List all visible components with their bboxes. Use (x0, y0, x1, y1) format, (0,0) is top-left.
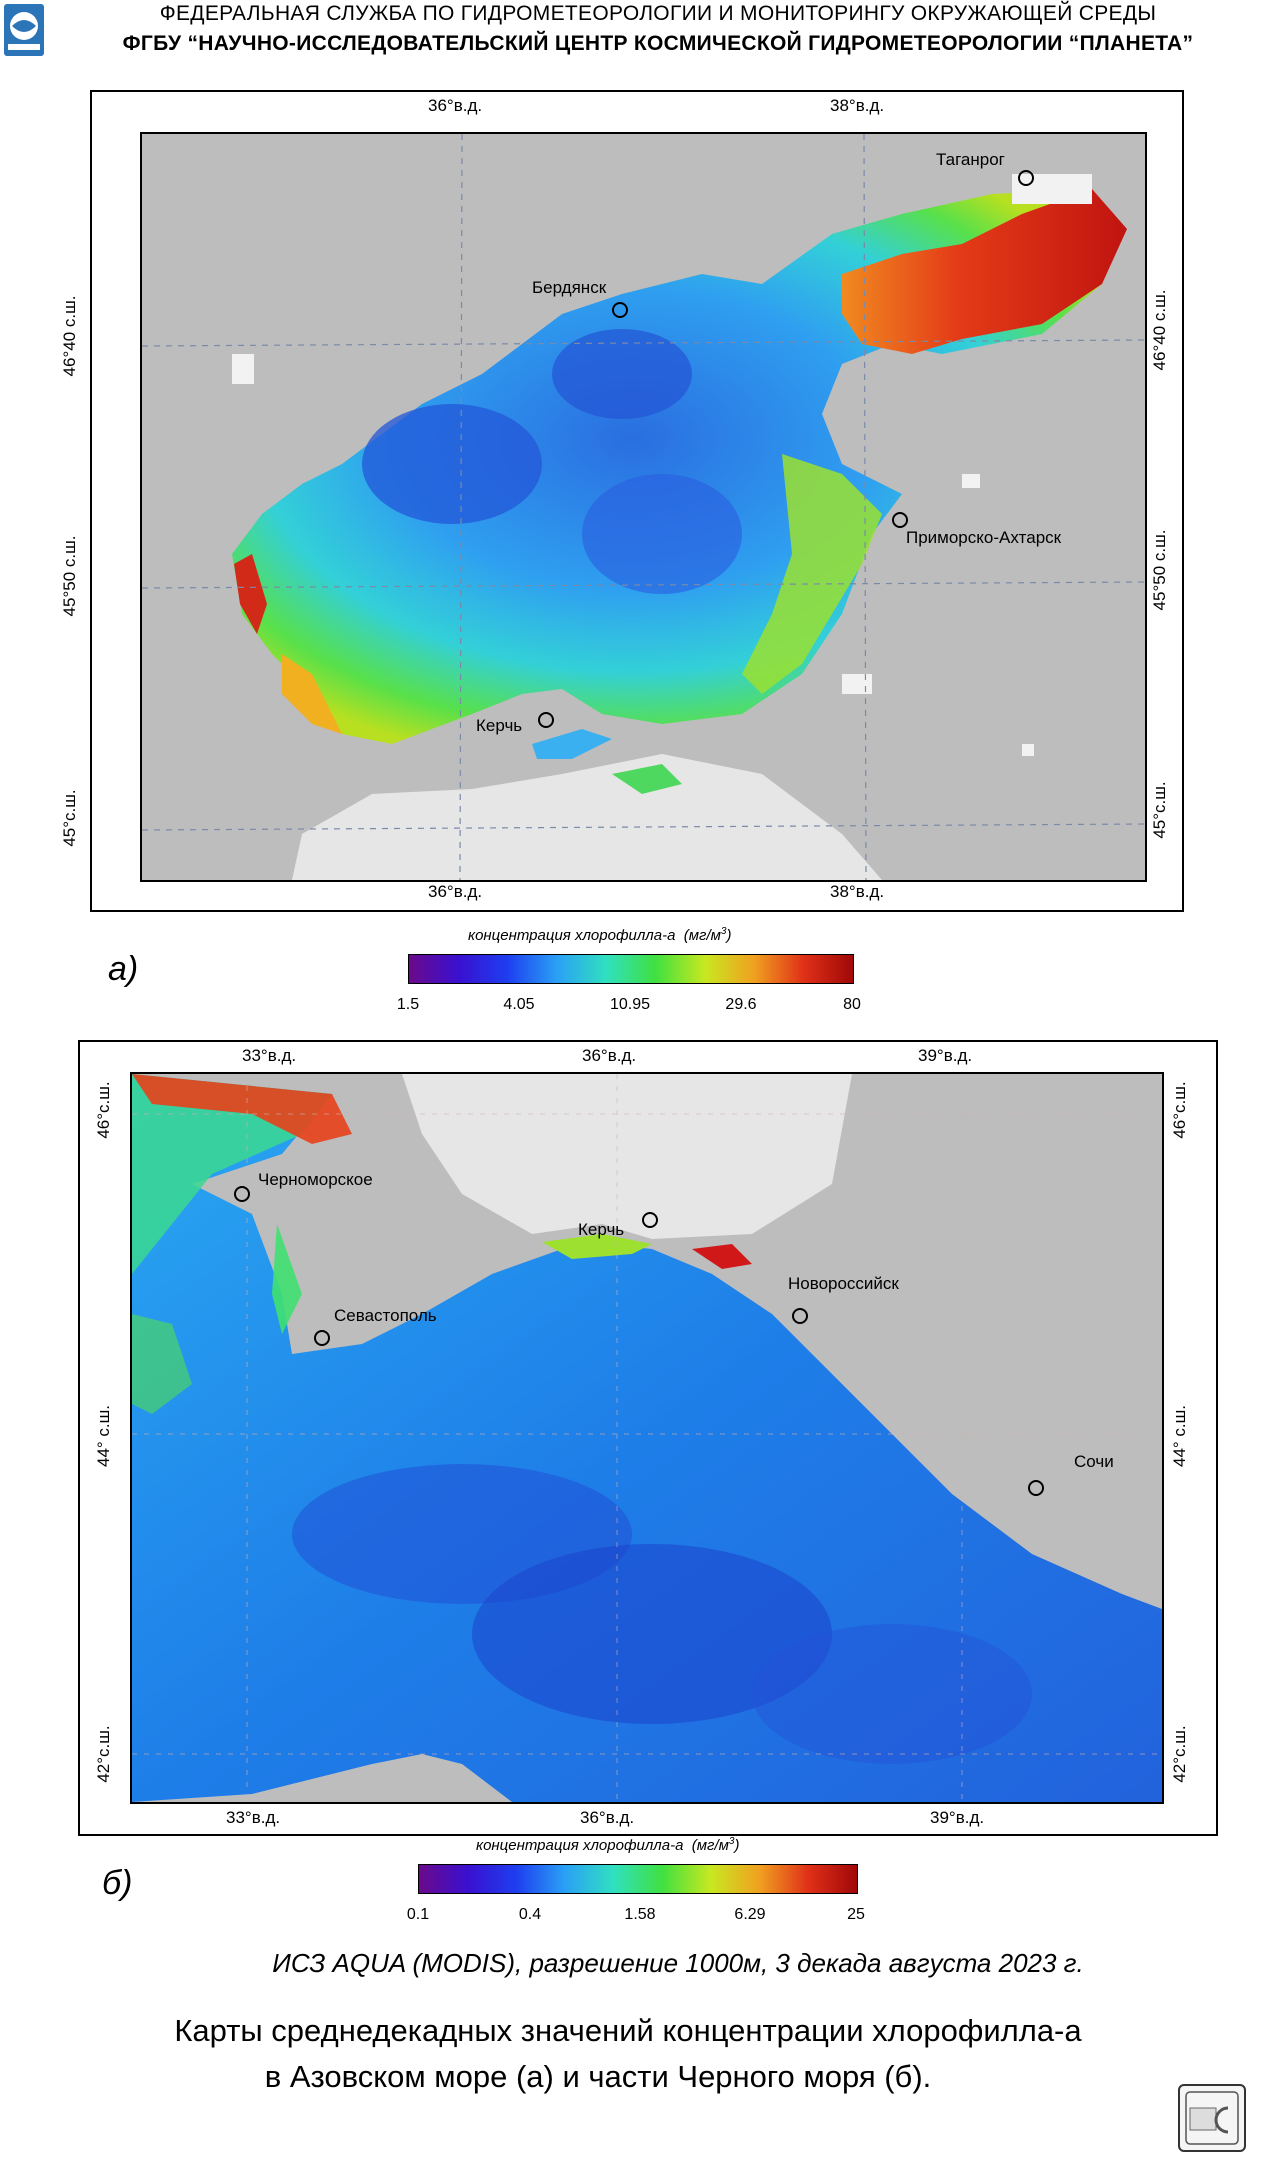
map-a-left-lat-3: 45°с.ш. (60, 789, 79, 847)
city-novorossiysk: Новороссийск (788, 1274, 899, 1293)
map-a-bottom-lon-38: 38°в.д. (830, 882, 885, 901)
header-center: ФГБУ “НАУЧНО-ИССЛЕДОВАТЕЛЬСКИЙ ЦЕНТР КОС… (122, 32, 1194, 55)
map-a-right-lat-1: 46°40 с.ш. (1150, 289, 1169, 371)
map-b-top-lon-39: 39°в.д. (918, 1046, 973, 1065)
map-b-top-lon-36: 36°в.д. (582, 1046, 637, 1065)
city-taganrog: Таганрог (936, 150, 1005, 169)
map-b-right-lat-44: 44° с.ш. (1170, 1405, 1189, 1468)
city-marker (612, 302, 628, 318)
city-marker (538, 712, 554, 728)
figure-title-line1: Карты среднедекадных значений концентрац… (174, 2013, 1082, 2048)
map-b-bottom-lon-33: 33°в.д. (226, 1808, 281, 1827)
city-marker (234, 1186, 250, 1202)
colorbar-b-tick: 0.1 (406, 1906, 430, 1923)
colorbar-a-tick: 29.6 (725, 996, 757, 1013)
city-primorsko-akhtarsk: Приморско-Ахтарск (906, 528, 1062, 547)
colorbar-a (408, 954, 854, 984)
map-b-top-lon-33: 33°в.д. (242, 1046, 297, 1065)
colorbar-b-tick: 1.58 (624, 1906, 656, 1923)
colorbar-b-tick: 6.29 (734, 1906, 766, 1923)
city-marker (1028, 1480, 1044, 1496)
colorbar-a-tick: 10.95 (609, 996, 651, 1013)
map-a-top-lon-38: 38°в.д. (830, 96, 885, 115)
map-b-bottom-lon-36: 36°в.д. (580, 1808, 635, 1827)
map-b-left-lat-46: 46°с.ш. (94, 1081, 113, 1139)
map-b-image (132, 1074, 1162, 1802)
map-b-bottom-lon-39: 39°в.д. (930, 1808, 985, 1827)
colorbar-a-tick: 4.05 (503, 996, 535, 1013)
city-kerch-a: Керчь (476, 716, 523, 735)
city-marker (314, 1330, 330, 1346)
header-agency: ФЕДЕРАЛЬНАЯ СЛУЖБА ПО ГИДРОМЕТЕОРОЛОГИИ … (159, 2, 1157, 25)
map-a-left-lat-2: 45°50 с.ш. (60, 535, 79, 617)
iso-certification-logo (1178, 2084, 1246, 2152)
colorbar-a-tick: 80 (843, 996, 861, 1013)
planeta-logo (4, 4, 44, 56)
map-a-right-lat-3: 45°с.ш. (1150, 781, 1169, 839)
city-marker (892, 512, 908, 528)
map-b-right-lat-46: 46°с.ш. (1170, 1081, 1189, 1139)
map-b-left-lat-42: 42°с.ш. (94, 1725, 113, 1783)
map-a-top-lon-36: 36°в.д. (428, 96, 483, 115)
map-b-right-lat-42: 42°с.ш. (1170, 1725, 1189, 1783)
city-sochi: Сочи (1074, 1452, 1114, 1471)
satellite-caption: ИСЗ AQUA (MODIS), разрешение 1000м, 3 де… (272, 1948, 1084, 1978)
city-sevastopol: Севастополь (334, 1306, 437, 1325)
colorbar-a-title: концентрация хлорофилла-а (мг/м3) (468, 926, 732, 944)
map-a-image (142, 134, 1145, 880)
figure-title-line2: в Азовском море (а) и части Черного моря… (264, 2059, 932, 2094)
city-kerch-b: Керчь (578, 1220, 625, 1239)
city-marker (642, 1212, 658, 1228)
colorbar-b-tick: 25 (847, 1906, 865, 1923)
map-b-left-lat-44: 44° с.ш. (94, 1405, 113, 1468)
colorbar-a-tick: 1.5 (396, 996, 420, 1013)
city-marker (792, 1308, 808, 1324)
city-chernomorskoe: Черноморское (258, 1170, 373, 1189)
map-a (140, 132, 1147, 882)
city-marker (1018, 170, 1034, 186)
colorbar-b (418, 1864, 858, 1894)
city-berdyansk: Бердянск (532, 278, 607, 297)
colorbar-b-title: концентрация хлорофилла-а (мг/м3) (476, 1836, 740, 1854)
colorbar-b-tick: 0.4 (518, 1906, 542, 1923)
map-a-right-lat-2: 45°50 с.ш. (1150, 529, 1169, 611)
map-b (130, 1072, 1164, 1804)
panel-label-b: б) (102, 1864, 133, 1902)
panel-label-a: а) (108, 950, 139, 988)
map-a-bottom-lon-36: 36°в.д. (428, 882, 483, 901)
map-a-left-lat-1: 46°40 с.ш. (60, 295, 79, 377)
